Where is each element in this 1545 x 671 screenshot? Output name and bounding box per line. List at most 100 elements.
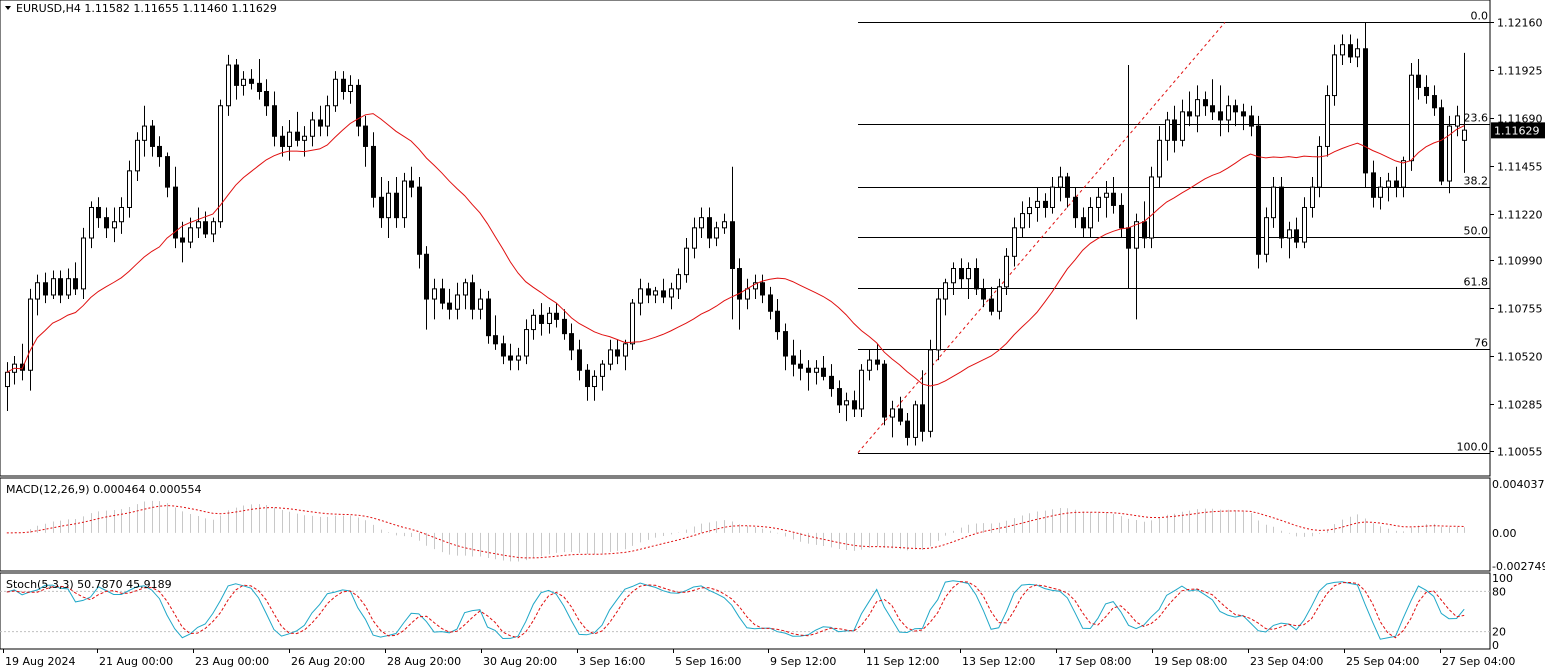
candle-body bbox=[1158, 140, 1162, 177]
candle-body bbox=[143, 126, 147, 140]
candle-body bbox=[525, 330, 529, 356]
macd-title: MACD(12,26,9) 0.000464 0.000554 bbox=[6, 483, 202, 496]
candle-body bbox=[1372, 173, 1376, 197]
candle-body bbox=[1433, 96, 1437, 108]
candle-body bbox=[250, 79, 254, 83]
candle-body bbox=[74, 279, 78, 289]
candle-body bbox=[1333, 55, 1337, 96]
symbol-line: EURUSD,H4 1.11582 1.11655 1.11460 1.1162… bbox=[16, 2, 277, 15]
x-tick-label: 13 Sep 12:00 bbox=[962, 655, 1035, 667]
candle-body bbox=[578, 350, 582, 370]
candle-body bbox=[1250, 116, 1254, 126]
candle-body bbox=[662, 291, 666, 297]
candle-body bbox=[746, 289, 750, 299]
candle-body bbox=[960, 269, 964, 279]
candle-body bbox=[349, 85, 353, 91]
candle-body bbox=[670, 289, 674, 297]
candle-body bbox=[136, 140, 140, 171]
candle-body bbox=[59, 279, 63, 295]
candle-body bbox=[822, 368, 826, 376]
candle-body bbox=[166, 157, 170, 188]
candle-body bbox=[433, 289, 437, 299]
candle-body bbox=[479, 299, 483, 309]
candle-body bbox=[151, 126, 155, 146]
symbol-header[interactable]: EURUSD,H4 1.11582 1.11655 1.11460 1.1162… bbox=[5, 2, 277, 15]
candle-body bbox=[425, 254, 429, 299]
candle-body bbox=[1303, 207, 1307, 242]
candle-body bbox=[1082, 218, 1086, 228]
x-tick-label: 17 Sep 08:00 bbox=[1058, 655, 1131, 667]
candle-body bbox=[570, 334, 574, 350]
candle-body bbox=[1318, 146, 1322, 187]
macd-histogram bbox=[7, 501, 1465, 562]
stoch-tick-label: 0 bbox=[1492, 639, 1499, 652]
candle-body bbox=[1395, 181, 1399, 187]
candle-body bbox=[1059, 177, 1063, 187]
candle-body bbox=[395, 193, 399, 217]
candle-body bbox=[853, 401, 857, 409]
candle-body bbox=[845, 401, 849, 405]
x-tick-label: 25 Sep 04:00 bbox=[1346, 655, 1419, 667]
candle-body bbox=[731, 222, 735, 269]
candle-body bbox=[1242, 112, 1246, 116]
y-tick-label: 1.12160 bbox=[1497, 17, 1543, 30]
candle-body bbox=[113, 222, 117, 228]
candle-body bbox=[616, 350, 620, 356]
candle-body bbox=[647, 289, 651, 295]
candle-body bbox=[1028, 207, 1032, 213]
candle-body bbox=[792, 356, 796, 364]
candle-body bbox=[380, 197, 384, 217]
candle-body bbox=[464, 283, 468, 295]
candle-body bbox=[97, 207, 101, 217]
chevron-down-icon[interactable] bbox=[5, 6, 11, 10]
candle-body bbox=[975, 269, 979, 289]
candle-body bbox=[921, 405, 925, 431]
stoch-tick-label: 20 bbox=[1492, 626, 1506, 639]
candle-body bbox=[90, 207, 94, 238]
x-tick-label: 21 Aug 00:00 bbox=[99, 655, 173, 667]
candle-body bbox=[303, 136, 307, 140]
candle-body bbox=[1044, 201, 1048, 207]
macd-signal-line bbox=[7, 506, 1464, 558]
fib-level-label: 50.0 bbox=[1464, 225, 1489, 238]
candle-body bbox=[82, 238, 86, 289]
candle-body bbox=[273, 106, 277, 137]
stoch-tick-label: 100 bbox=[1492, 572, 1513, 585]
candle-body bbox=[296, 132, 300, 140]
axes: 1.121601.119251.116901.114551.112201.109… bbox=[4, 17, 1545, 668]
candle-body bbox=[189, 228, 193, 242]
y-tick-label: 1.10520 bbox=[1497, 351, 1543, 364]
candle-body bbox=[29, 299, 33, 370]
candle-body bbox=[708, 218, 712, 238]
x-tick-label: 5 Sep 16:00 bbox=[675, 655, 741, 667]
fib-level-label: 23.6 bbox=[1464, 112, 1489, 125]
x-tick-label: 27 Sep 04:00 bbox=[1442, 655, 1515, 667]
candle-body bbox=[815, 368, 819, 372]
y-tick-label: 1.10285 bbox=[1497, 399, 1543, 412]
candle-body bbox=[372, 146, 376, 197]
fib-level-label: 0.0 bbox=[1471, 10, 1489, 23]
candle-body bbox=[1341, 45, 1345, 55]
candle-body bbox=[1036, 201, 1040, 207]
candle-body bbox=[693, 228, 697, 248]
candle-body bbox=[311, 120, 315, 136]
candle-body bbox=[532, 315, 536, 329]
candle-body bbox=[799, 364, 803, 368]
candle-body bbox=[265, 91, 269, 105]
candle-body bbox=[1288, 230, 1292, 238]
candle-body bbox=[1280, 187, 1284, 238]
candle-body bbox=[769, 295, 773, 311]
candle-body bbox=[235, 65, 239, 85]
candle-body bbox=[502, 344, 506, 356]
y-tick-label: 1.11455 bbox=[1497, 161, 1543, 174]
candle-body bbox=[1135, 222, 1139, 248]
moving-average bbox=[7, 114, 1464, 386]
candle-body bbox=[990, 299, 994, 311]
stoch-main-line bbox=[7, 581, 1464, 639]
macd-panel-frame bbox=[0, 478, 1490, 571]
candle-body bbox=[357, 85, 361, 126]
candle-body bbox=[807, 368, 811, 372]
